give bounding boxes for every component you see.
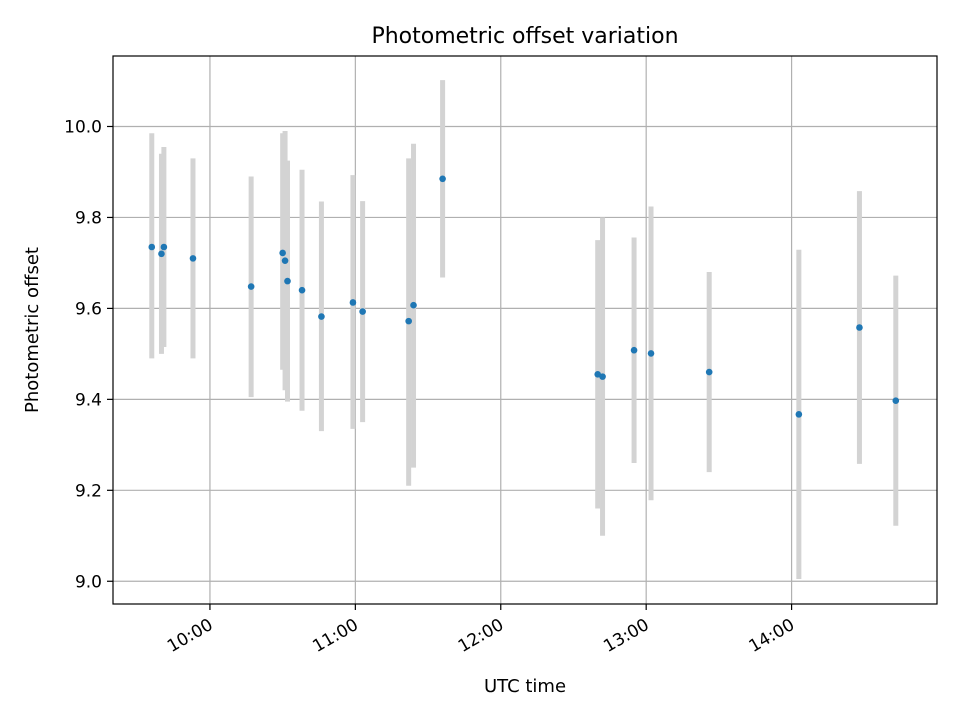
y-axis-label: Photometric offset	[22, 247, 43, 413]
data-point	[705, 368, 713, 376]
plot-frame	[112, 55, 938, 605]
grid-lines	[113, 56, 937, 604]
data-point	[359, 308, 366, 315]
data-point	[158, 250, 165, 258]
y-tick-label: 9.4	[75, 390, 102, 410]
x-axis-label: UTC time	[484, 676, 566, 697]
y-tick-label: 9.8	[75, 208, 102, 228]
data-point	[349, 299, 357, 306]
y-axis-ticks: 9.0 9.2 9.4 9.6 9.8 10.0	[64, 117, 113, 592]
data-point	[630, 346, 638, 354]
data-point	[318, 313, 325, 320]
data-point	[189, 255, 197, 262]
data-point	[281, 257, 289, 264]
data-point	[439, 175, 446, 183]
data-point	[279, 249, 286, 257]
data-point	[160, 243, 168, 251]
data-point	[247, 283, 255, 290]
data-point	[405, 317, 412, 325]
data-point	[599, 373, 606, 380]
data-point	[148, 243, 156, 251]
chart-title: Photometric offset variation	[371, 24, 678, 49]
data-point	[284, 277, 291, 285]
data-point	[647, 350, 655, 357]
data-point	[795, 411, 803, 418]
y-tick-label: 9.2	[75, 481, 102, 501]
data-point	[856, 324, 863, 331]
data-points	[148, 175, 900, 418]
y-tick-label: 9.0	[75, 572, 102, 592]
y-tick-label: 9.6	[75, 299, 102, 319]
data-point	[298, 286, 306, 294]
data-point	[892, 397, 900, 405]
data-point	[410, 301, 417, 309]
y-tick-label: 10.0	[64, 117, 102, 137]
